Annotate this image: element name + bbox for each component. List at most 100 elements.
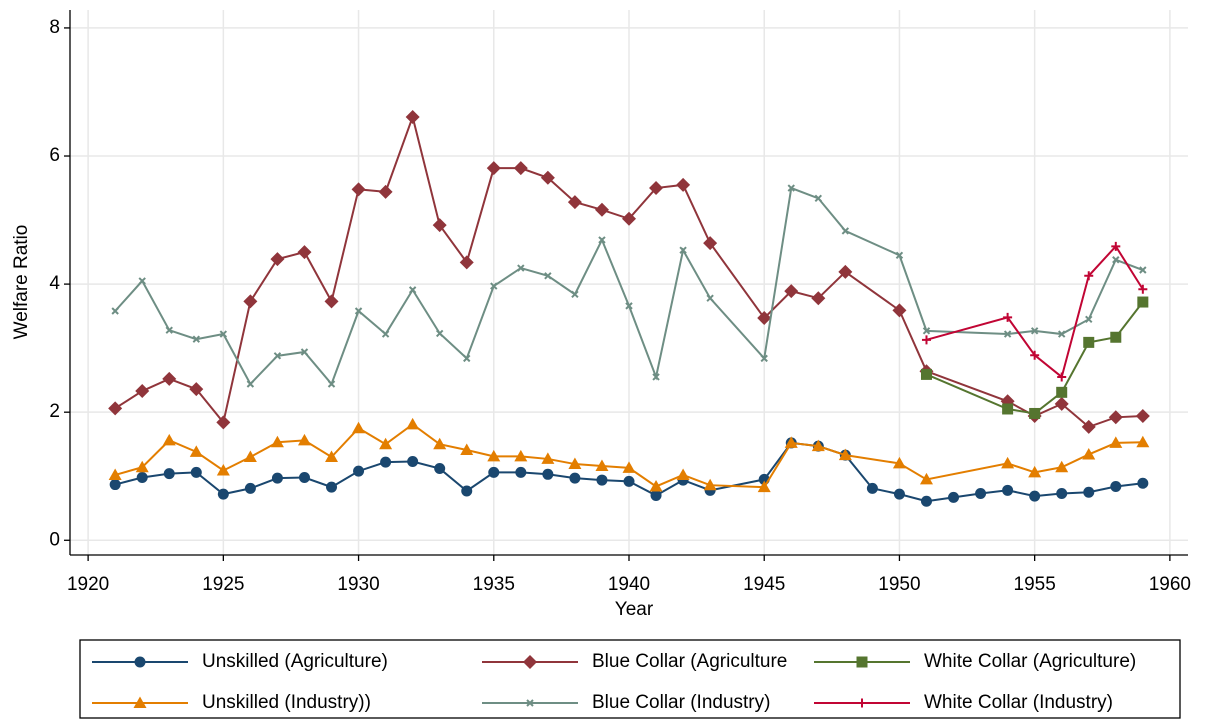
- marker: [1112, 256, 1120, 264]
- marker: [784, 436, 798, 448]
- marker: [649, 181, 664, 196]
- marker: [856, 656, 868, 668]
- legend-label: White Collar (Agriculture): [924, 651, 1136, 672]
- x-tick-label: 1920: [67, 574, 109, 595]
- marker: [814, 194, 823, 202]
- marker: [652, 373, 660, 381]
- marker: [1109, 436, 1123, 448]
- marker: [459, 255, 474, 270]
- marker: [135, 460, 149, 473]
- x-tick-label: 1960: [1149, 574, 1191, 595]
- marker: [192, 335, 201, 343]
- marker: [354, 307, 363, 315]
- marker: [1083, 486, 1095, 498]
- marker: [111, 307, 119, 315]
- marker: [189, 382, 204, 397]
- marker: [133, 696, 147, 708]
- marker: [1085, 315, 1093, 324]
- legend-box: [79, 639, 1181, 719]
- marker: [1135, 409, 1150, 424]
- marker: [407, 455, 419, 467]
- y-tick-label: 2: [49, 401, 60, 422]
- marker: [838, 448, 852, 461]
- marker: [650, 489, 662, 501]
- marker: [811, 291, 826, 306]
- marker: [300, 348, 309, 356]
- marker: [569, 472, 581, 484]
- marker: [353, 465, 365, 477]
- marker: [244, 482, 256, 494]
- marker: [380, 456, 392, 468]
- marker: [190, 466, 202, 478]
- marker: [327, 380, 336, 388]
- marker: [486, 161, 501, 176]
- marker: [189, 445, 203, 457]
- marker: [540, 170, 555, 185]
- x-tick-label: 1955: [1014, 574, 1056, 595]
- marker: [162, 371, 177, 386]
- marker: [136, 472, 148, 484]
- marker: [1003, 312, 1013, 322]
- marker: [1081, 419, 1096, 434]
- marker: [595, 459, 609, 471]
- y-tick-label: 4: [49, 273, 60, 294]
- marker: [406, 417, 420, 430]
- marker: [408, 286, 417, 294]
- y-tick-label: 0: [49, 529, 60, 550]
- marker: [432, 218, 447, 233]
- marker: [1030, 350, 1040, 360]
- marker: [378, 184, 393, 199]
- marker: [1110, 331, 1122, 343]
- x-tick-label: 1950: [878, 574, 920, 595]
- marker: [379, 437, 393, 450]
- marker: [1139, 266, 1147, 274]
- marker: [463, 354, 471, 363]
- marker: [326, 481, 338, 493]
- marker: [108, 401, 123, 416]
- marker: [594, 202, 609, 217]
- marker: [1002, 484, 1014, 496]
- marker: [892, 456, 906, 469]
- marker: [1137, 296, 1149, 308]
- marker: [219, 330, 228, 338]
- marker: [922, 327, 931, 335]
- marker: [243, 294, 258, 309]
- marker: [568, 457, 582, 470]
- marker: [246, 380, 255, 388]
- marker: [1055, 460, 1069, 473]
- marker: [1084, 271, 1094, 281]
- marker: [513, 161, 528, 176]
- x-tick-label: 1935: [473, 574, 515, 595]
- legend-label: Unskilled (Industry)): [202, 692, 371, 713]
- marker: [433, 437, 447, 450]
- marker: [163, 468, 175, 480]
- marker: [1002, 403, 1014, 415]
- marker: [1001, 456, 1015, 469]
- legend-label: Unskilled (Agriculture): [202, 651, 388, 672]
- marker: [134, 656, 146, 668]
- marker: [895, 251, 904, 259]
- marker: [135, 384, 150, 399]
- marker: [405, 109, 420, 124]
- marker: [892, 303, 907, 318]
- marker: [676, 177, 691, 192]
- marker: [1108, 410, 1123, 425]
- marker: [787, 184, 795, 192]
- marker: [1056, 386, 1068, 398]
- marker: [325, 450, 339, 463]
- marker: [866, 482, 878, 494]
- marker: [216, 415, 231, 430]
- legend-label: Blue Collar (Industry): [592, 692, 770, 713]
- marker: [975, 488, 987, 500]
- marker: [138, 277, 146, 285]
- marker: [298, 472, 310, 484]
- marker: [703, 478, 717, 491]
- marker: [838, 264, 853, 279]
- marker: [514, 449, 528, 462]
- marker: [1110, 480, 1122, 492]
- marker: [217, 488, 229, 500]
- marker: [270, 252, 285, 267]
- marker: [243, 450, 257, 463]
- marker: [1111, 241, 1121, 251]
